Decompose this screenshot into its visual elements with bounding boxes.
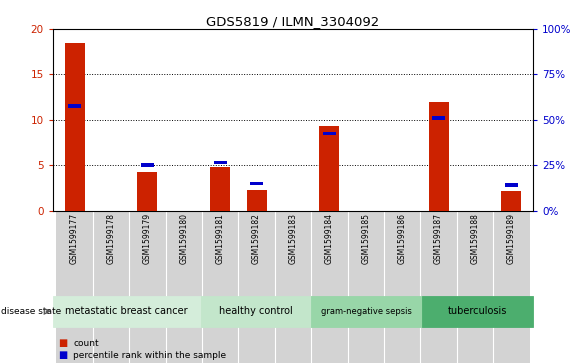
Bar (141, 163, 154, 167)
Text: percentile rank within the sample: percentile rank within the sample (73, 351, 226, 359)
Bar (420, 211, 457, 363)
Text: ■: ■ (59, 350, 68, 360)
Bar (347, 211, 384, 363)
Text: disease state: disease state (1, 307, 62, 316)
Bar (432, 116, 445, 120)
Bar (129, 211, 166, 363)
Text: tuberculosis: tuberculosis (448, 306, 507, 316)
Text: ■: ■ (59, 338, 68, 348)
Bar (311, 211, 347, 363)
Bar (384, 211, 420, 363)
Bar (505, 183, 518, 187)
Bar (68, 105, 81, 108)
Bar (502, 191, 522, 211)
Bar (428, 102, 449, 211)
Bar (457, 211, 493, 363)
Bar (250, 182, 263, 185)
Bar (56, 211, 93, 363)
Text: gram-negative sepsis: gram-negative sepsis (322, 307, 413, 316)
Text: count: count (73, 339, 99, 347)
Bar (166, 211, 202, 363)
Bar (247, 189, 267, 211)
Title: GDS5819 / ILMN_3304092: GDS5819 / ILMN_3304092 (206, 15, 380, 28)
Text: metastatic breast cancer: metastatic breast cancer (66, 306, 188, 316)
Bar (210, 167, 230, 211)
Bar (214, 160, 227, 164)
Bar (64, 43, 84, 211)
Bar (493, 211, 530, 363)
Bar (323, 131, 336, 135)
Bar (275, 211, 311, 363)
Text: healthy control: healthy control (219, 306, 293, 316)
Bar (239, 211, 275, 363)
Bar (202, 211, 239, 363)
Bar (319, 126, 339, 211)
Bar (137, 172, 158, 211)
Bar (93, 211, 129, 363)
